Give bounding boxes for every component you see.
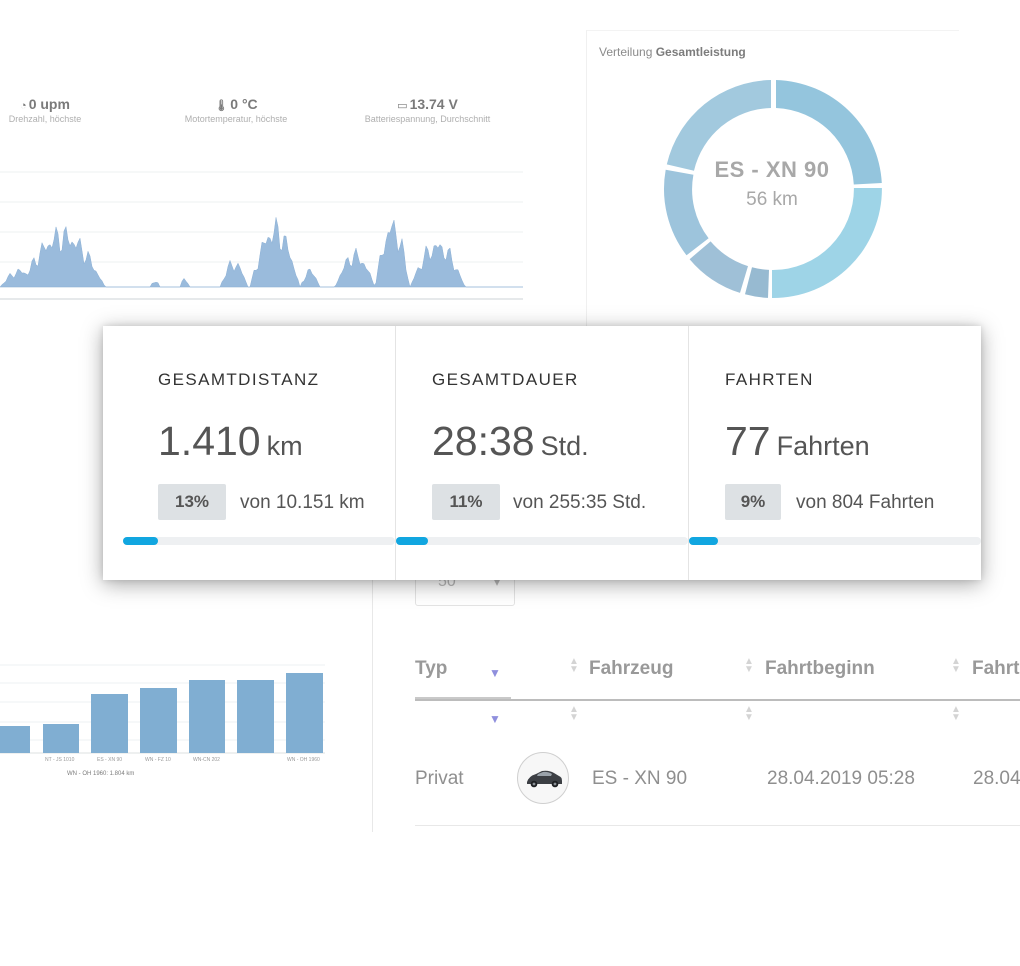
metric-total-text: von 804 Fahrten bbox=[796, 492, 935, 513]
battery-stat: ▭ 13.74 V Batteriespannung, Durchschnitt bbox=[355, 96, 500, 124]
metric-trips: FAHRTEN 77 Fahrten 9% von 804 Fahrten bbox=[689, 326, 981, 580]
telemetry-panel: ◔ 0 upm Drehzahl, höchste 🌡 0 °C Motortemp… bbox=[0, 82, 523, 300]
rpm-label: Drehzahl, höchste bbox=[8, 114, 82, 124]
bar-x-label: WN - FZ 10 bbox=[145, 757, 171, 763]
metric-total-duration: GESAMTDAUER 28:38 Std. 11% von 255:35 Std… bbox=[396, 326, 689, 580]
progress-fill bbox=[396, 537, 429, 545]
metric-value: 77 Fahrten bbox=[725, 418, 870, 464]
temperature-value: 0 °C bbox=[230, 96, 258, 112]
distribution-panel: Verteilung Gesamtleistung ES - XN 90 56 … bbox=[586, 30, 959, 331]
percent-badge: 11% bbox=[432, 484, 500, 520]
cell-start: 28.04.2019 05:28 bbox=[767, 768, 915, 789]
battery-label: Batteriespannung, Durchschnitt bbox=[364, 114, 491, 124]
summary-card: GESAMTDISTANZ 1.410 km 13% von 10.151 km … bbox=[103, 326, 981, 580]
car-icon bbox=[527, 770, 562, 788]
typ-header-underline bbox=[415, 697, 511, 699]
bar[interactable] bbox=[43, 724, 79, 753]
distribution-donut bbox=[663, 80, 882, 299]
thermometer-icon: 🌡 bbox=[214, 100, 229, 112]
sort-icon[interactable]: ▲ ▼ bbox=[569, 704, 579, 723]
metric-value: 1.410 km bbox=[158, 418, 303, 464]
column-header-typ[interactable]: Typ bbox=[415, 658, 448, 679]
percent-badge: 13% bbox=[158, 484, 226, 520]
filter-icon[interactable]: ▼ bbox=[489, 666, 501, 680]
metric-total-text: von 255:35 Std. bbox=[513, 492, 647, 513]
speed-area-series bbox=[0, 217, 523, 288]
bar-x-label: WN-CN 202 bbox=[193, 757, 220, 763]
rpm-stat: ◔ 0 upm Drehzahl, höchste bbox=[2, 96, 88, 124]
bar[interactable] bbox=[189, 680, 225, 753]
donut-segment-1[interactable] bbox=[776, 80, 882, 185]
progress-track bbox=[689, 537, 981, 545]
sort-icon[interactable]: ▲ ▼ bbox=[744, 704, 754, 723]
sort-icon[interactable]: ▲ ▼ bbox=[744, 656, 754, 675]
row-divider bbox=[415, 825, 1020, 826]
gauge-icon: ◔ bbox=[20, 100, 27, 112]
speed-area-chart bbox=[0, 171, 523, 288]
bar-x-label: NT - JS 1010 bbox=[45, 757, 75, 763]
metric-label: GESAMTDISTANZ bbox=[158, 370, 320, 389]
donut-center-vehicle: ES - XN 90 bbox=[714, 157, 830, 182]
filter-icon[interactable]: ▼ bbox=[489, 712, 501, 726]
bar-x-label: WN - OH 1960 bbox=[287, 757, 320, 763]
bar-x-labels: NT - JS 1010 ES - XN 90 WN - FZ 10 WN-CN… bbox=[45, 757, 320, 763]
vehicle-bar-chart: NT - JS 1010 ES - XN 90 WN - FZ 10 WN-CN… bbox=[0, 650, 345, 786]
column-header-fahrtbeginn[interactable]: Fahrtbeginn bbox=[765, 658, 875, 679]
bar[interactable] bbox=[0, 726, 30, 753]
battery-value: 13.74 V bbox=[409, 96, 458, 112]
battery-icon: ▭ bbox=[397, 100, 408, 112]
temperature-label: Motortemperatur, höchste bbox=[184, 114, 288, 124]
donut-segment-6[interactable] bbox=[666, 80, 771, 171]
column-header-fahrtende[interactable]: Fahrt bbox=[972, 658, 1020, 679]
sort-icon[interactable]: ▲ ▼ bbox=[569, 656, 579, 675]
chevron-down-icon: ▾ bbox=[493, 575, 500, 589]
table-header-divider bbox=[415, 699, 1020, 701]
vehicle-distance-bars: NT - JS 1010 ES - XN 90 WN - FZ 10 WN-CN… bbox=[0, 664, 325, 777]
bar[interactable] bbox=[237, 680, 274, 753]
bar[interactable] bbox=[140, 688, 177, 753]
donut-segment-3[interactable] bbox=[745, 267, 769, 298]
cell-end: 28.04 bbox=[973, 768, 1020, 789]
cell-typ: Privat bbox=[415, 768, 464, 789]
bars bbox=[0, 673, 323, 753]
column-header-fahrzeug[interactable]: Fahrzeug bbox=[589, 658, 674, 679]
sort-icon[interactable]: ▲ ▼ bbox=[951, 704, 961, 723]
donut-title: Verteilung Gesamtleistung bbox=[599, 45, 746, 59]
progress-track bbox=[123, 537, 395, 545]
metric-total-distance: GESAMTDISTANZ 1.410 km 13% von 10.151 km bbox=[103, 326, 396, 580]
sort-icon[interactable]: ▲ ▼ bbox=[951, 656, 961, 675]
metric-total-text: von 10.151 km bbox=[240, 492, 365, 513]
progress-fill bbox=[689, 537, 719, 545]
progress-track bbox=[396, 537, 688, 545]
rpm-value: 0 upm bbox=[28, 96, 70, 112]
donut-segment-2[interactable] bbox=[772, 188, 882, 299]
temperature-stat: 🌡 0 °C Motortemperatur, höchste bbox=[176, 96, 296, 124]
bar[interactable] bbox=[91, 694, 128, 753]
bar-x-label: ES - XN 90 bbox=[97, 757, 122, 763]
metric-value: 28:38 Std. bbox=[432, 418, 589, 464]
donut-center-distance: 56 km bbox=[746, 189, 798, 210]
donut-segment-4[interactable] bbox=[689, 241, 748, 293]
cell-vehicle: ES - XN 90 bbox=[592, 768, 688, 789]
progress-fill bbox=[123, 537, 159, 545]
donut-center-label: ES - XN 90 56 km bbox=[682, 157, 862, 211]
car-avatar bbox=[517, 752, 569, 804]
donut-segment-5[interactable] bbox=[663, 169, 709, 256]
metric-label: FAHRTEN bbox=[725, 370, 814, 389]
bar[interactable] bbox=[286, 673, 323, 753]
metric-label: GESAMTDAUER bbox=[432, 370, 579, 389]
percent-badge: 9% bbox=[725, 484, 781, 520]
bar-tooltip-note: WN - OH 1960: 1.804 km bbox=[67, 771, 134, 777]
